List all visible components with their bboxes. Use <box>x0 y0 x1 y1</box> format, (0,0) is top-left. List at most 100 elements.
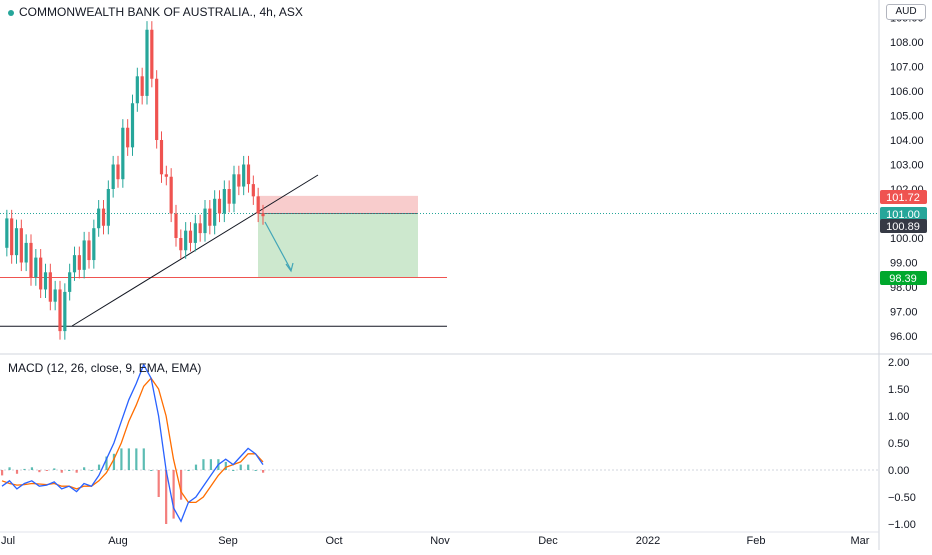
candle-body <box>126 127 130 148</box>
macd-histogram-bar <box>224 461 227 470</box>
macd-axis-tick-label: −1.00 <box>888 519 916 531</box>
candle-body <box>43 272 48 290</box>
time-axis-tick-label: Oct <box>325 535 342 547</box>
candle-body <box>169 176 173 214</box>
macd-histogram-bar <box>247 464 250 470</box>
price-axis-tick-label: 96.00 <box>890 331 918 343</box>
symbol-title: COMMONWEALTH BANK OF AUSTRALIA., 4h, ASX <box>19 5 303 19</box>
price-axis-tick-label: 100.00 <box>890 233 924 245</box>
candle-body <box>232 174 236 204</box>
price-axis-tick-label: 104.00 <box>890 135 924 147</box>
candle-body <box>193 223 197 243</box>
macd-axis-tick-label: 0.50 <box>888 438 909 450</box>
stop-loss-zone <box>258 195 418 214</box>
candle-body <box>34 257 38 278</box>
price-axis-tick-label: 99.00 <box>890 258 918 270</box>
price-axis-tick-label: 108.00 <box>890 37 924 49</box>
candle-body <box>198 223 202 234</box>
symbol-header: COMMONWEALTH BANK OF AUSTRALIA., 4h, ASX <box>8 5 303 19</box>
candle-body <box>121 127 125 180</box>
candle-body <box>159 140 164 175</box>
candle-body <box>140 76 144 96</box>
currency-badge[interactable]: AUD <box>886 4 926 20</box>
macd-histogram-bar <box>30 467 34 470</box>
candle-body <box>101 208 106 226</box>
candle-body <box>92 228 96 261</box>
macd-histogram-bar <box>202 459 205 470</box>
macd-histogram-bar <box>172 470 175 519</box>
macd-histogram-bar <box>120 448 123 470</box>
macd-histogram-bar <box>105 456 108 470</box>
candle-body <box>261 213 265 217</box>
macd-histogram-bar <box>15 470 19 474</box>
macd-axis-tick-label: 1.50 <box>888 384 909 396</box>
price-label-badge <box>880 190 927 204</box>
candle-body <box>68 272 72 292</box>
time-axis-tick-label: Sep <box>218 535 238 547</box>
candle-body <box>97 208 101 229</box>
macd-histogram-bar <box>254 470 257 471</box>
candle-body <box>77 255 81 270</box>
macd-histogram-bar <box>60 470 63 473</box>
time-axis-tick-label: Aug <box>108 535 128 547</box>
candle-body <box>53 289 57 302</box>
macd-histogram-bar <box>194 464 198 470</box>
candle-body <box>19 228 23 263</box>
time-axis-tick-label: Mar <box>851 535 870 547</box>
candle-body <box>135 76 139 104</box>
price-label-badge <box>880 219 927 233</box>
macd-histogram-bar <box>112 453 116 470</box>
macd-histogram-bar <box>165 470 168 524</box>
macd-histogram-bar <box>23 468 26 470</box>
candle-body <box>10 218 14 256</box>
macd-histogram-bar <box>262 470 265 473</box>
status-dot-icon <box>8 9 14 16</box>
macd-histogram-bar <box>127 448 130 470</box>
time-axis-tick-label: Jul <box>1 535 15 547</box>
candle-body <box>256 196 260 214</box>
time-axis-tick-label: Nov <box>430 535 450 547</box>
candle-body <box>213 198 217 226</box>
macd-histogram-bar <box>1 470 4 476</box>
candle-body <box>237 174 241 187</box>
candle-body <box>130 103 135 148</box>
price-axis-tick-label: 107.00 <box>890 62 924 74</box>
macd-axis-tick-label: 2.00 <box>888 357 909 369</box>
candle-body <box>179 238 183 251</box>
macd-histogram-bar <box>179 470 183 500</box>
macd-histogram-bar <box>135 448 138 470</box>
candle-body <box>251 184 255 197</box>
candle-body <box>227 189 231 204</box>
macd-histogram-bar <box>75 470 78 473</box>
candle-body <box>246 164 251 185</box>
candle-body <box>217 198 222 214</box>
candle-body <box>188 230 193 243</box>
time-axis-tick-label: Feb <box>747 535 766 547</box>
candle-body <box>164 174 168 177</box>
macd-histogram-bar <box>232 470 235 471</box>
candle-body <box>39 257 43 290</box>
price-axis-tick-label: 106.00 <box>890 86 924 98</box>
candle-body <box>208 208 212 226</box>
candle-body <box>111 164 115 189</box>
projection-arrow <box>264 221 292 271</box>
time-axis-tick-label: Dec <box>538 535 558 547</box>
macd-axis-tick-label: −0.50 <box>888 492 916 504</box>
projection-arrow-head <box>285 262 294 273</box>
macd-signal-line <box>1 377 264 504</box>
macd-histogram-bar <box>187 470 190 471</box>
price-label-text: 101.72 <box>886 192 920 204</box>
macd-histogram-bar <box>157 470 160 497</box>
candle-body <box>150 29 154 79</box>
macd-axis-tick-label: 0.00 <box>888 465 909 477</box>
time-axis-tick-label: 2022 <box>636 535 660 547</box>
candle-body <box>87 240 91 261</box>
candle-body <box>58 289 62 332</box>
macd-axis-tick-label: 1.00 <box>888 411 909 423</box>
macd-histogram-bar <box>90 470 93 471</box>
candle-body <box>145 29 149 96</box>
macd-indicator-label: MACD (12, 26, close, 9, EMA, EMA) <box>8 361 202 375</box>
candle-body <box>14 228 19 256</box>
